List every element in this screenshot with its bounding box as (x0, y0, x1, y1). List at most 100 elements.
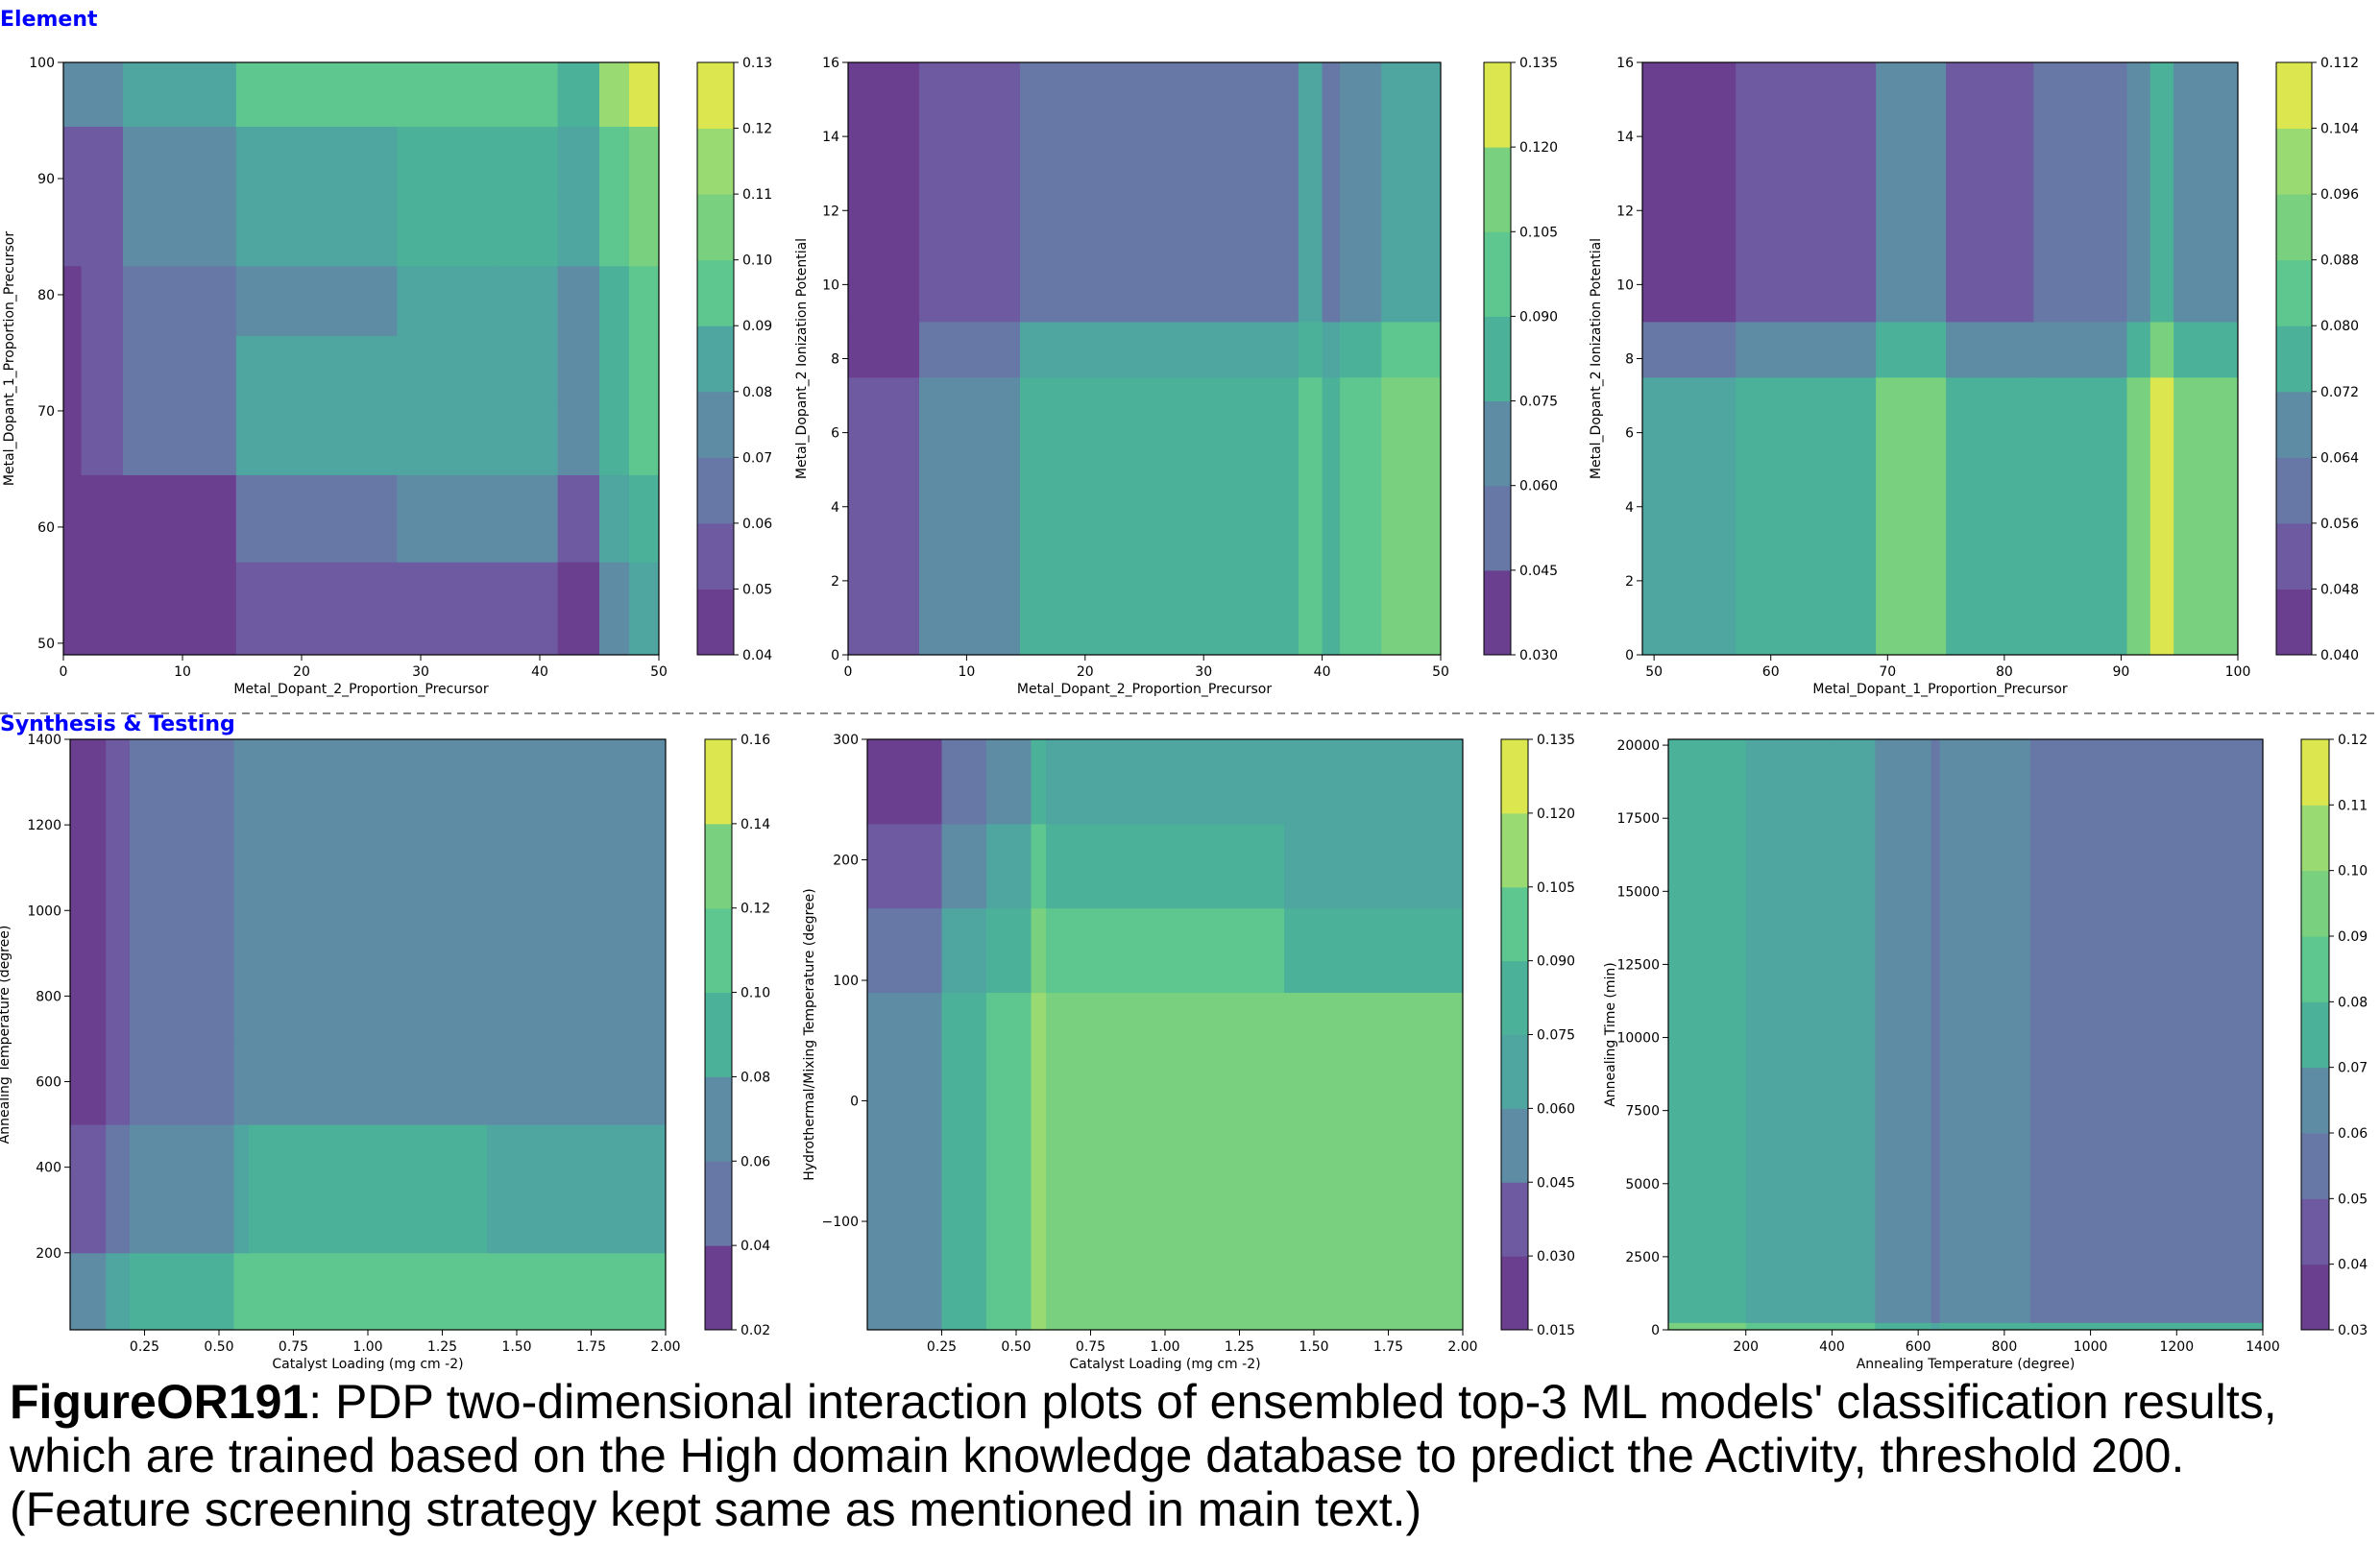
x-tick-label-2-4: 40 (1314, 664, 1331, 680)
x-tick-label-6-1: 400 (1819, 1339, 1845, 1355)
x-tick-label-2-3: 30 (1195, 664, 1212, 680)
contour-cell-0-5-3 (492, 335, 559, 406)
y-tick-label-4-5: 1200 (27, 818, 61, 833)
contour-cell-4-5-1 (1284, 907, 1464, 994)
colorbar-segment-2-4 (1484, 231, 1511, 317)
contour-cell-1-1-0 (919, 376, 1021, 656)
x-tick-label-6-3: 800 (1992, 1339, 2018, 1355)
y-tick-label-6-2: 5000 (1625, 1177, 1660, 1193)
colorbar-segment-4-0 (705, 1245, 732, 1331)
contour-cell-2-1-2 (1736, 62, 1877, 323)
contour-cell-3-6-2 (487, 1038, 518, 1125)
x-tick-label-4-2: 0.75 (279, 1339, 308, 1355)
colorbar-tick-label-3-1: 0.048 (2320, 582, 2359, 597)
contour-cell-3-7-2 (517, 1038, 667, 1125)
contour-cell-2-1-1 (1736, 321, 1877, 378)
colorbar-segment-4-5 (705, 823, 732, 909)
y-axis-label-5: Hydrothermal/Mixing Temperature (degree) (802, 888, 817, 1181)
contour-cell-0-6-3 (557, 335, 600, 406)
y-tick-label-4-0: 200 (36, 1246, 61, 1262)
contour-cell-4-1-0 (941, 992, 987, 1331)
colorbar-tick-label-6-2: 0.05 (2338, 1192, 2368, 1207)
section-label-element: Element (0, 8, 98, 32)
x-tick-label-6-6: 1400 (2246, 1339, 2280, 1355)
contour-cell-4-2-3 (986, 739, 1032, 825)
contour-cell-1-0-2 (848, 62, 920, 323)
colorbar-tick-label-5-1: 0.030 (1537, 1249, 1575, 1265)
colorbar-tick-label-3-7: 0.096 (2320, 187, 2359, 203)
colorbar-segment-3-0 (2276, 589, 2312, 656)
contour-cell-5-4-1 (1931, 739, 1941, 1323)
x-tick-label-6-0: 200 (1733, 1339, 1759, 1355)
contour-cell-3-2-2 (130, 1038, 234, 1125)
x-tick-label-1-3: 30 (412, 664, 429, 680)
contour-cell-2-2-1 (1876, 321, 1947, 378)
contour-cell-0-2-7 (123, 62, 237, 128)
colorbar-tick-label-5-5: 0.090 (1537, 954, 1575, 970)
colorbar-tick-label-1-8: 0.12 (742, 122, 772, 137)
contour-cell-0-0-0 (63, 562, 83, 656)
colorbar-tick-label-5-0: 0.015 (1537, 1323, 1575, 1338)
y-tick-label-4-2: 600 (36, 1075, 61, 1091)
y-tick-label-3-8: 16 (1616, 56, 1634, 71)
colorbar-segment-3-2 (2276, 457, 2312, 524)
y-axis-label-2: Metal_Dopant_2 Ionization Potential (794, 238, 810, 479)
y-tick-label-1-0: 50 (37, 637, 55, 652)
contour-cell-1-0-0 (848, 376, 920, 656)
contour-cell-5-3-1 (1875, 739, 1932, 1323)
contour-cell-3-1-1 (106, 1124, 131, 1254)
colorbar-segment-5-2 (1501, 1108, 1528, 1183)
colorbar-segment-6-4 (2301, 1001, 2329, 1069)
colorbar-tick-label-2-7: 0.135 (1519, 56, 1558, 71)
contour-cell-2-4-1 (2033, 321, 2128, 378)
colorbar-tick-label-3-2: 0.056 (2320, 517, 2359, 532)
colorbar-segment-6-8 (2301, 739, 2329, 806)
contour-cell-0-4-5 (397, 196, 493, 267)
y-tick-label-6-6: 15000 (1616, 884, 1660, 900)
contour-cell-1-2-0 (1019, 376, 1240, 656)
x-tick-label-1-4: 40 (531, 664, 548, 680)
colorbar-frame-3 (2275, 61, 2313, 656)
x-axis-label-6: Annealing Temperature (degree) (1857, 1357, 2076, 1372)
contour-cell-0-1-2 (81, 404, 124, 475)
colorbar-segment-2-2 (1484, 400, 1511, 487)
contour-cell-0-0-3 (63, 335, 83, 406)
colorbar-tick-label-5-4: 0.075 (1537, 1028, 1575, 1044)
y-tick-label-2-7: 14 (822, 130, 839, 145)
contour-cell-3-7-1 (517, 1124, 667, 1254)
y-tick-label-5-3: 200 (833, 854, 859, 869)
contour-cell-0-3-2 (235, 404, 398, 475)
y-tick-label-3-3: 6 (1625, 426, 1634, 442)
y-tick-label-1-1: 60 (37, 520, 55, 536)
y-tick-label-3-5: 10 (1616, 277, 1634, 293)
y-tick-label-2-8: 16 (822, 56, 839, 71)
colorbar-segment-3-8 (2276, 62, 2312, 130)
contour-cell-2-7-1 (2174, 321, 2239, 378)
contour-cell-0-6-2 (557, 404, 600, 475)
contour-cell-0-5-6 (492, 126, 559, 197)
contour-cell-4-3-0 (1031, 992, 1047, 1331)
contour-cell-0-4-2 (397, 404, 493, 475)
y-tick-label-1-4: 90 (37, 172, 55, 187)
contour-cell-0-3-3 (235, 335, 398, 406)
colorbar-segment-4-4 (705, 907, 732, 994)
contour-cell-4-2-0 (986, 992, 1032, 1331)
contour-cell-0-1-1 (81, 474, 124, 563)
contour-cell-1-5-2 (1322, 62, 1341, 323)
contour-cell-0-5-2 (492, 404, 559, 475)
contour-cell-4-4-1 (1046, 907, 1285, 994)
contour-cell-4-3-1 (1031, 907, 1047, 994)
colorbar-segment-5-7 (1501, 739, 1528, 814)
contour-cell-4-3-2 (1031, 823, 1047, 909)
contour-cell-0-8-3 (629, 335, 660, 406)
x-tick-label-6-4: 1000 (2074, 1339, 2108, 1355)
figure-caption: FigureOR191: PDP two-dimensional interac… (10, 1375, 2353, 1536)
colorbar-tick-label-4-7: 0.16 (741, 733, 770, 748)
colorbar-tick-label-5-7: 0.120 (1537, 807, 1575, 822)
contour-cell-3-3-0 (233, 1252, 250, 1331)
colorbar-tick-label-2-5: 0.105 (1519, 225, 1558, 240)
contour-cell-1-7-1 (1381, 321, 1442, 378)
x-tick-label-5-4: 1.25 (1225, 1339, 1254, 1355)
contour-cell-4-2-2 (986, 823, 1032, 909)
caption-figure-id: FigureOR191 (10, 1375, 309, 1429)
